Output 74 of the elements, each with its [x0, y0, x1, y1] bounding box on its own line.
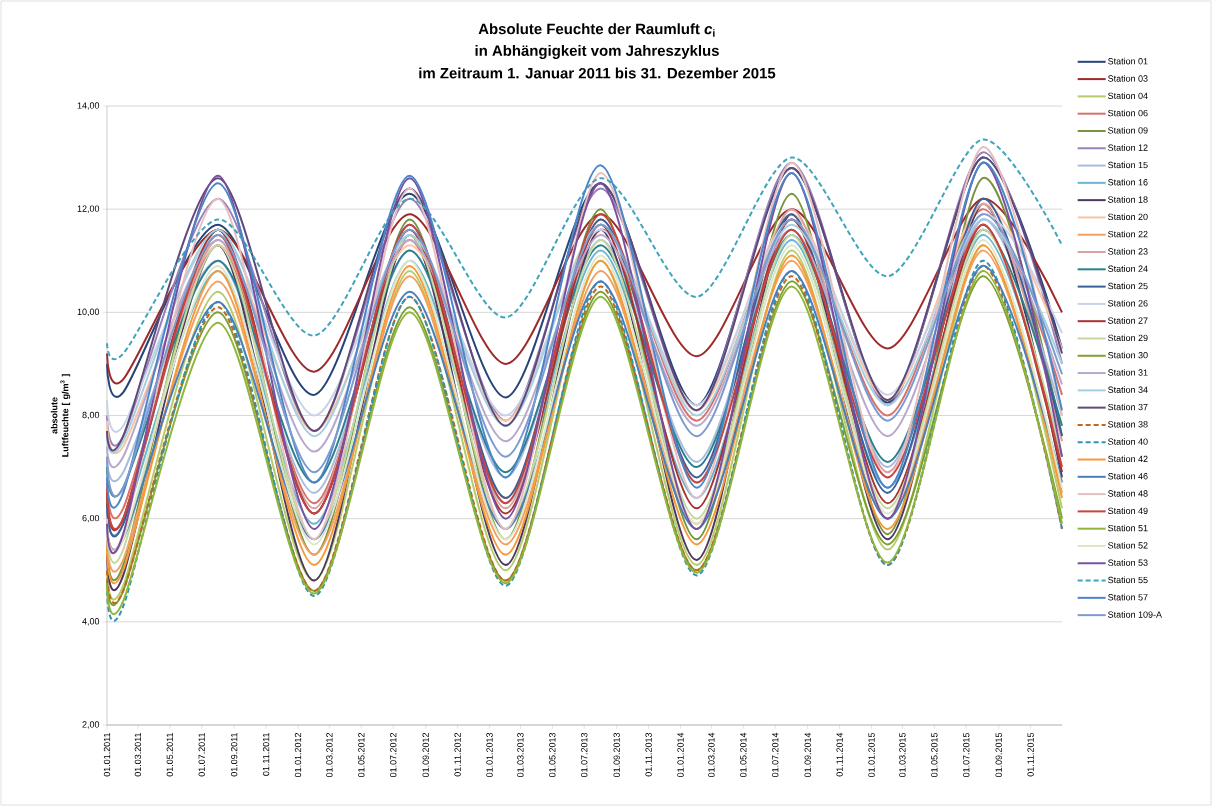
legend-label: Station 30: [1108, 351, 1148, 359]
legend-label: Station 15: [1108, 161, 1148, 169]
x-tick-label: 01.11.2012: [454, 732, 461, 777]
x-tick-label: 01.03.2013: [517, 732, 524, 778]
legend-label: Station 57: [1108, 593, 1148, 601]
x-tick-label: 01.09.2014: [804, 732, 811, 778]
y-tick-label: 6,00: [82, 514, 100, 523]
legend-label: Station 22: [1108, 230, 1148, 238]
legend-label: Station 01: [1108, 57, 1148, 65]
legend-label: Station 40: [1108, 438, 1148, 445]
legend-label: Station 38: [1108, 420, 1148, 428]
text: im Zeitraum 1. Januar 2011 bis 31. Dezember 2015: [419, 67, 776, 79]
x-tick-label: 01.05.2011: [166, 732, 173, 777]
x-tick-label: 01.09.2015: [995, 732, 1002, 778]
x-tick-label: 01.05.2015: [931, 732, 938, 778]
legend-label: Station 46: [1108, 472, 1148, 480]
legend-label: Station 29: [1108, 334, 1148, 342]
legend-label: Station 42: [1108, 455, 1148, 463]
x-tick-label: 01.09.2012: [422, 732, 429, 778]
legend-label: Station 53: [1108, 559, 1148, 566]
chart-subtitle: in Abhängigkeit vom Jahreszyklus: [475, 44, 719, 59]
legend-label: Station 16: [1108, 178, 1148, 186]
legend-label: Station 34: [1108, 386, 1148, 393]
legend-label: Station 48: [1108, 490, 1148, 497]
y-tick-label: 8,00: [82, 411, 100, 420]
legend-label: Station 23: [1108, 248, 1148, 255]
x-tick-label: 01.03.2011: [134, 732, 142, 777]
x-tick-label: 01.01.2015: [868, 732, 875, 778]
x-tick-label: 01.01.2013: [486, 732, 493, 778]
x-tick-label: 01.05.2012: [358, 732, 365, 778]
legend-label: Station 51: [1108, 524, 1148, 532]
legend-label: Station 37: [1108, 403, 1148, 411]
x-tick-label: 01.07.2015: [963, 732, 970, 778]
x-tick-label: 01.03.2014: [708, 732, 715, 778]
x-tick-label: 01.11.2011: [262, 732, 270, 776]
x-tick-label: 01.07.2011: [198, 732, 205, 777]
y-tick-label: 2,00: [82, 721, 100, 729]
legend-label: Station 06: [1108, 109, 1148, 117]
legend-label: Station 24: [1108, 265, 1148, 272]
x-tick-label: 01.01.2012: [294, 732, 302, 778]
x-tick-label: 01.09.2011: [230, 732, 238, 777]
x-tick-label: 01.09.2013: [613, 732, 620, 778]
legend-label: Station 03: [1108, 75, 1148, 82]
legend-label: Station 20: [1108, 213, 1148, 221]
legend-label: Station 52: [1108, 541, 1148, 549]
x-tick-label: 01.11.2015: [1027, 732, 1034, 777]
legend-label: Station 31: [1108, 369, 1148, 376]
legend-label: Station 49: [1108, 507, 1148, 514]
legend-label: Station 26: [1108, 299, 1148, 307]
legend-label: Station 18: [1108, 196, 1148, 203]
x-tick-label: 01.07.2014: [772, 732, 779, 778]
legend-label: Station 55: [1108, 576, 1148, 584]
legend-label: Station 109-A: [1108, 611, 1162, 618]
x-tick-label: 01.11.2014: [836, 732, 843, 777]
legend-label: Station 12: [1108, 144, 1148, 151]
x-tick-label: 01.05.2013: [549, 732, 556, 778]
y-tick-label: 4,00: [82, 618, 100, 626]
x-tick-label: 01.11.2013: [645, 732, 652, 777]
x-tick-label: 01.05.2014: [740, 732, 747, 778]
y-tick-label: 12,00: [77, 205, 100, 213]
legend-label: Station 09: [1108, 126, 1148, 134]
x-tick-label: 01.07.2012: [390, 732, 397, 778]
x-tick-label: 01.01.2011: [103, 732, 111, 777]
legend-label: Station 04: [1108, 92, 1148, 99]
legend-label: Station 27: [1108, 317, 1148, 324]
y-axis-title: absolute Luftfeuchte [ g/m$^{3}$ ]: [50, 374, 71, 457]
chart-title: Absolute Feuchte der Raumluft c$_{i}$: [478, 23, 715, 37]
y-tick-label: 14,00: [77, 102, 100, 110]
x-tick-label: 01.01.2014: [677, 732, 684, 778]
legend-label: Station 25: [1108, 282, 1148, 290]
x-tick-label: 01.03.2012: [326, 732, 333, 778]
x-tick-label: 01.07.2013: [581, 732, 588, 778]
y-tick-label: 10,00: [77, 308, 100, 317]
x-tick-label: 01.03.2015: [899, 732, 906, 778]
